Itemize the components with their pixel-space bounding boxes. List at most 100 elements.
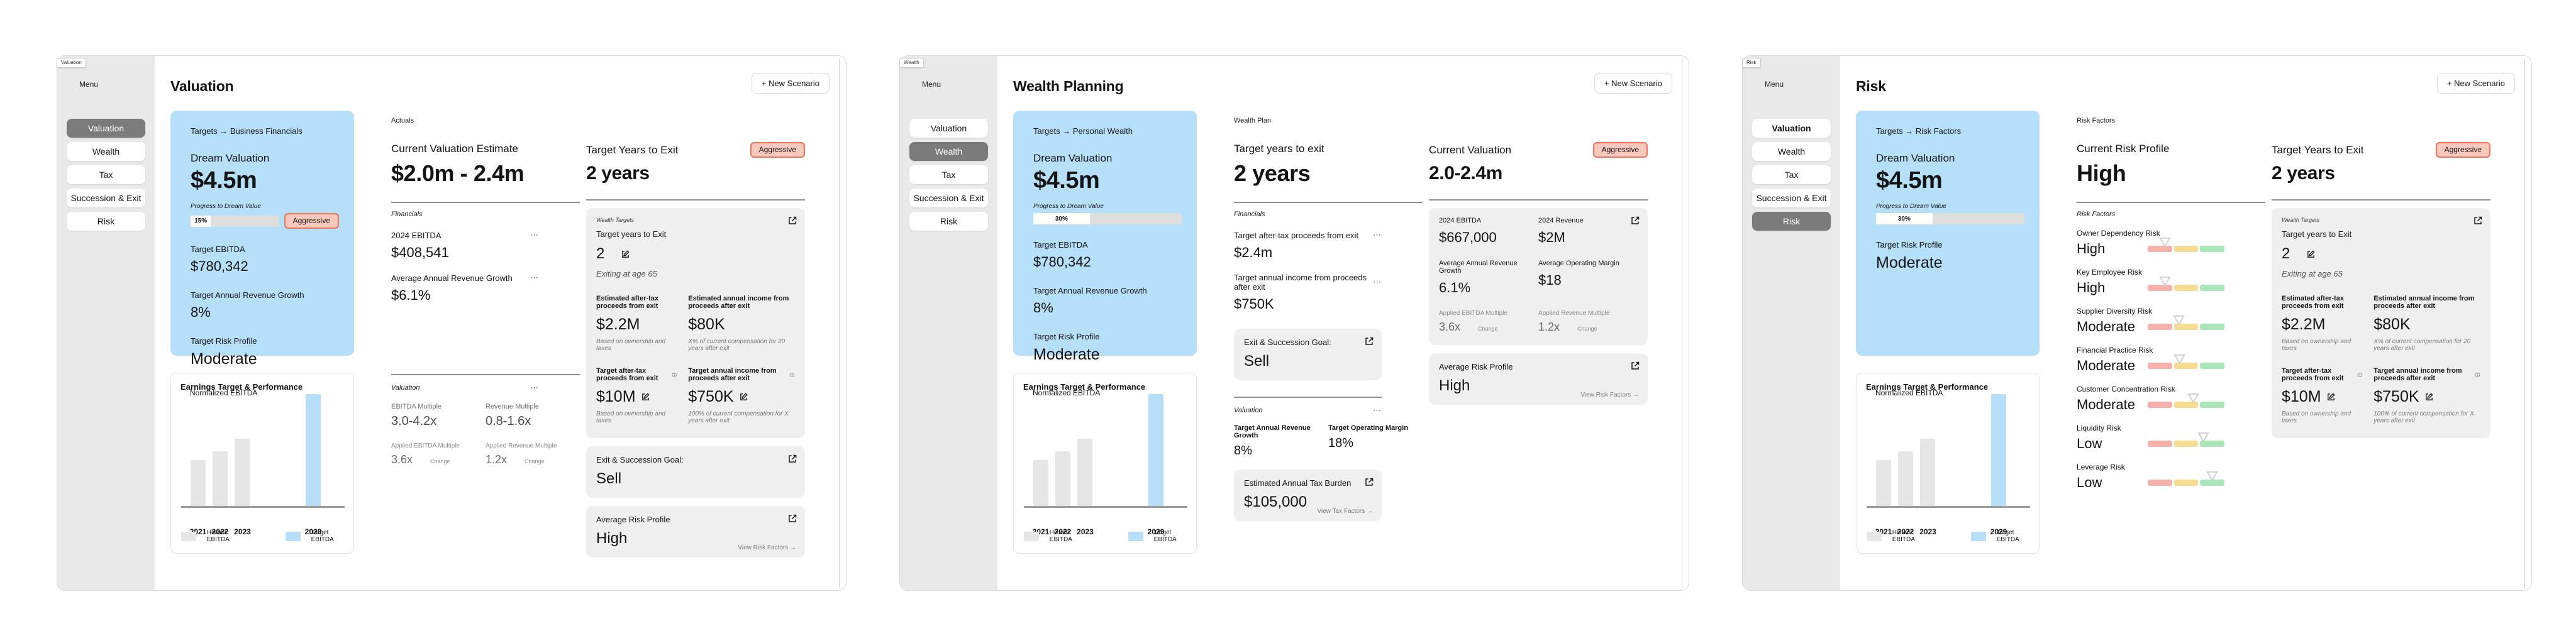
risk-segment-moderate bbox=[2174, 441, 2199, 447]
edit-icon[interactable] bbox=[2326, 392, 2336, 402]
risk-marker-icon[interactable] bbox=[2206, 471, 2219, 481]
expand-icon[interactable] bbox=[787, 454, 797, 464]
overflow-menu-icon[interactable]: ⋯ bbox=[1373, 230, 1382, 239]
risk-level-slider[interactable] bbox=[2148, 276, 2225, 291]
risk-factor-label: Customer Concentration Risk bbox=[2077, 385, 2175, 393]
legend-swatch-historic bbox=[1024, 531, 1039, 541]
expand-icon[interactable] bbox=[1364, 336, 1374, 346]
risk-marker-icon[interactable] bbox=[2159, 237, 2171, 248]
new-scenario-button[interactable]: + New Scenario bbox=[751, 73, 830, 94]
target-proceeds-note: Based on ownership and taxes bbox=[596, 410, 666, 424]
new-scenario-button[interactable]: + New Scenario bbox=[2436, 73, 2515, 94]
applied-revenue-multiple-value: 1.2x bbox=[1538, 321, 1560, 333]
divider bbox=[1429, 199, 1648, 201]
view-risk-factors-link[interactable]: View Risk Factors → bbox=[1580, 392, 1639, 398]
sidebar-item-succession[interactable]: Succession & Exit bbox=[909, 189, 988, 207]
info-icon[interactable] bbox=[672, 371, 677, 379]
view-tax-factors-link[interactable]: View Tax Factors → bbox=[1317, 508, 1373, 515]
divider bbox=[391, 374, 580, 375]
sidebar-item-valuation[interactable]: Valuation bbox=[67, 119, 145, 138]
new-scenario-button[interactable]: + New Scenario bbox=[1594, 73, 1672, 94]
chart-series-label: Normalized EBITDA bbox=[1875, 388, 1943, 397]
edit-icon[interactable] bbox=[641, 392, 650, 402]
ebitda-2024-label: 2024 EBITDA bbox=[1439, 217, 1482, 224]
edit-icon[interactable] bbox=[621, 250, 630, 259]
risk-marker-icon[interactable] bbox=[2187, 393, 2199, 404]
risk-level-slider[interactable] bbox=[2148, 354, 2225, 369]
risk-marker-icon[interactable] bbox=[2197, 432, 2209, 442]
x-axis bbox=[1867, 506, 2030, 508]
exit-age-note: Exiting at age 65 bbox=[596, 269, 657, 278]
est-income-value: $80K bbox=[2373, 316, 2411, 333]
change-link[interactable]: Change bbox=[525, 458, 545, 464]
risk-level-slider[interactable] bbox=[2148, 471, 2225, 486]
risk-marker-icon[interactable] bbox=[2159, 276, 2171, 287]
expand-icon[interactable] bbox=[787, 514, 797, 524]
risk-segment-low bbox=[2200, 402, 2225, 408]
ebitda-2024-label: 2024 EBITDA bbox=[391, 230, 441, 240]
overflow-menu-icon[interactable]: ⋯ bbox=[1373, 277, 1382, 287]
risk-factors-section-label: Risk Factors bbox=[2077, 211, 2116, 218]
target-growth-value: 8% bbox=[1234, 444, 1252, 458]
divider bbox=[2272, 199, 2490, 201]
expand-icon[interactable] bbox=[787, 216, 797, 226]
overflow-menu-icon[interactable]: ⋯ bbox=[530, 383, 539, 392]
section-label-actuals: Actuals bbox=[391, 117, 414, 124]
window-tab[interactable]: Valuation bbox=[57, 58, 86, 68]
expand-icon[interactable] bbox=[2473, 216, 2483, 226]
risk-level-slider[interactable] bbox=[2148, 393, 2225, 408]
overflow-menu-icon[interactable]: ⋯ bbox=[530, 230, 539, 239]
legend-swatch-target bbox=[1128, 531, 1143, 541]
applied-revenue-multiple-label: Applied Revenue Multiple bbox=[1538, 310, 1610, 317]
sidebar-item-tax[interactable]: Tax bbox=[1752, 165, 1831, 184]
info-icon[interactable] bbox=[2357, 371, 2363, 379]
menu-heading: Menu bbox=[79, 80, 99, 89]
change-link[interactable]: Change bbox=[1577, 326, 1597, 332]
sidebar-item-wealth[interactable]: Wealth bbox=[909, 142, 988, 161]
expand-icon[interactable] bbox=[1630, 361, 1640, 371]
risk-level-slider[interactable] bbox=[2148, 432, 2225, 447]
change-link[interactable]: Change bbox=[430, 458, 450, 464]
bar-2023 bbox=[1920, 439, 1935, 506]
info-icon[interactable] bbox=[2475, 371, 2480, 379]
info-icon[interactable] bbox=[789, 371, 795, 379]
est-income-label: Estimated annual income from proceeds af… bbox=[2373, 295, 2475, 310]
risk-marker-icon[interactable] bbox=[2173, 315, 2185, 326]
risk-segment-moderate bbox=[2174, 402, 2199, 408]
sidebar-item-wealth[interactable]: Wealth bbox=[1752, 142, 1831, 161]
edit-icon[interactable] bbox=[2424, 392, 2434, 402]
est-income-label: Estimated annual income from proceeds af… bbox=[688, 295, 789, 310]
target-income-value: $750K bbox=[688, 388, 734, 405]
breadcrumb: Targets → Business Financials bbox=[191, 126, 303, 136]
sidebar-item-risk[interactable]: Risk bbox=[1752, 212, 1831, 231]
overflow-menu-icon[interactable]: ⋯ bbox=[530, 273, 539, 282]
exit-goal-label: Exit & Succession Goal: bbox=[596, 455, 684, 464]
risk-level-slider[interactable] bbox=[2148, 315, 2225, 330]
sidebar-item-risk[interactable]: Risk bbox=[909, 212, 988, 231]
edit-icon[interactable] bbox=[2306, 250, 2316, 259]
chart-legend: Historic EBITDA Target EBITDA bbox=[181, 529, 347, 543]
risk-marker-icon[interactable] bbox=[2174, 354, 2185, 365]
est-proceeds-value: $2.2M bbox=[596, 316, 640, 333]
overflow-menu-icon[interactable]: ⋯ bbox=[1373, 405, 1382, 415]
wealth-targets-label: Wealth Targets bbox=[596, 217, 635, 223]
edit-icon[interactable] bbox=[739, 392, 748, 402]
sidebar-item-succession[interactable]: Succession & Exit bbox=[1752, 189, 1831, 207]
sidebar-item-valuation[interactable]: Valuation bbox=[1752, 119, 1831, 138]
window-tab[interactable]: Wealth bbox=[899, 58, 924, 68]
sidebar-item-wealth[interactable]: Wealth bbox=[67, 142, 145, 161]
expand-icon[interactable] bbox=[1630, 216, 1640, 226]
expand-icon[interactable] bbox=[1364, 477, 1374, 487]
sidebar-item-tax[interactable]: Tax bbox=[909, 165, 988, 184]
sidebar-item-valuation[interactable]: Valuation bbox=[909, 119, 988, 138]
risk-level-slider[interactable] bbox=[2148, 237, 2225, 252]
sidebar-item-succession[interactable]: Succession & Exit bbox=[67, 189, 145, 207]
chart-legend: Historic EBITDA Target EBITDA bbox=[1867, 529, 2033, 543]
view-risk-factors-link[interactable]: View Risk Factors → bbox=[738, 544, 796, 551]
change-link[interactable]: Change bbox=[1478, 326, 1498, 332]
sidebar-item-tax[interactable]: Tax bbox=[67, 165, 145, 184]
window-tab[interactable]: Risk bbox=[1742, 58, 1761, 68]
sidebar-item-risk[interactable]: Risk bbox=[67, 212, 145, 231]
chart-series-label: Normalized EBITDA bbox=[190, 388, 258, 397]
tick-2023: 2023 bbox=[234, 527, 251, 536]
